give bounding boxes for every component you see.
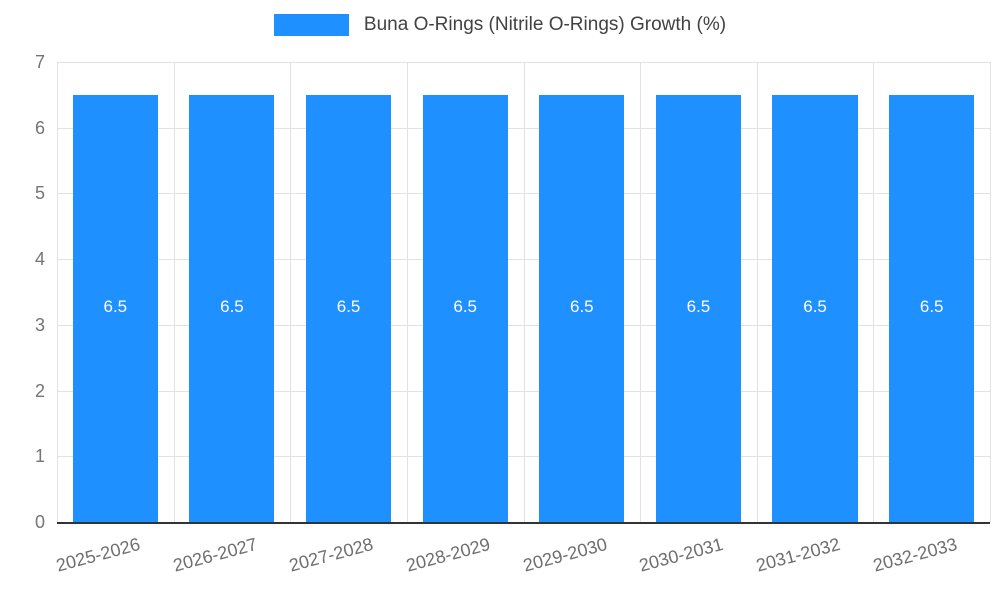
- bar: [422, 94, 508, 522]
- bar-value-label: 6.5: [686, 297, 711, 317]
- x-tick-label: 2030-2031: [637, 534, 726, 576]
- gridline-vertical: [57, 62, 58, 522]
- legend-swatch: [273, 14, 349, 36]
- y-tick-label: 1: [34, 446, 45, 467]
- x-tick-label: 2029-2030: [520, 534, 609, 576]
- gridline-vertical: [290, 62, 292, 522]
- gridline-vertical: [990, 62, 991, 522]
- bar-value-label: 6.5: [103, 297, 128, 317]
- gridline-vertical: [523, 62, 525, 522]
- x-tick-label: 2027-2028: [287, 534, 376, 576]
- bar-value-label: 6.5: [220, 297, 244, 317]
- y-tick-label: 2: [34, 380, 45, 401]
- x-tick-label: 2031-2032: [753, 534, 843, 576]
- bar: [889, 94, 975, 522]
- x-tick-label: 2028-2029: [404, 534, 493, 576]
- bar-value-label: 6.5: [919, 297, 944, 317]
- legend: Buna O-Rings (Nitrile O-Rings) Growth (%…: [0, 14, 1000, 36]
- gridline-vertical: [173, 62, 175, 522]
- y-tick-label: 6: [34, 117, 45, 138]
- bar: [305, 94, 392, 522]
- y-tick-label: 5: [34, 183, 45, 204]
- x-tick-label: 2025-2026: [54, 534, 143, 576]
- y-tick-label: 0: [34, 512, 45, 532]
- bar-value-label: 6.5: [453, 297, 477, 317]
- y-tick-label: 4: [34, 249, 45, 270]
- bar: [72, 94, 158, 522]
- gridline-vertical: [406, 62, 408, 522]
- x-tick-label: 2026-2027: [170, 534, 260, 576]
- bar: [189, 94, 275, 522]
- bar-value-label: 6.5: [803, 297, 827, 317]
- bar: [539, 94, 625, 522]
- bar: [655, 94, 741, 522]
- legend-label: Buna O-Rings (Nitrile O-Rings) Growth (%…: [363, 14, 727, 35]
- bar-value-label: 6.5: [569, 297, 594, 317]
- gridline-vertical: [873, 62, 875, 522]
- x-tick-label: 2032-2033: [870, 534, 959, 576]
- gridline-vertical: [756, 62, 758, 522]
- bar: [772, 94, 858, 522]
- plot-area: 0 1 2 3 4 5 6 7 6.5 2025-2026 6.5 2026-2027 6.5 2027-…: [35, 52, 991, 576]
- bar-value-label: 6.5: [336, 297, 361, 317]
- y-tick-label: 7: [34, 52, 45, 72]
- gridline-vertical: [640, 62, 642, 522]
- y-tick-label: 3: [34, 314, 45, 335]
